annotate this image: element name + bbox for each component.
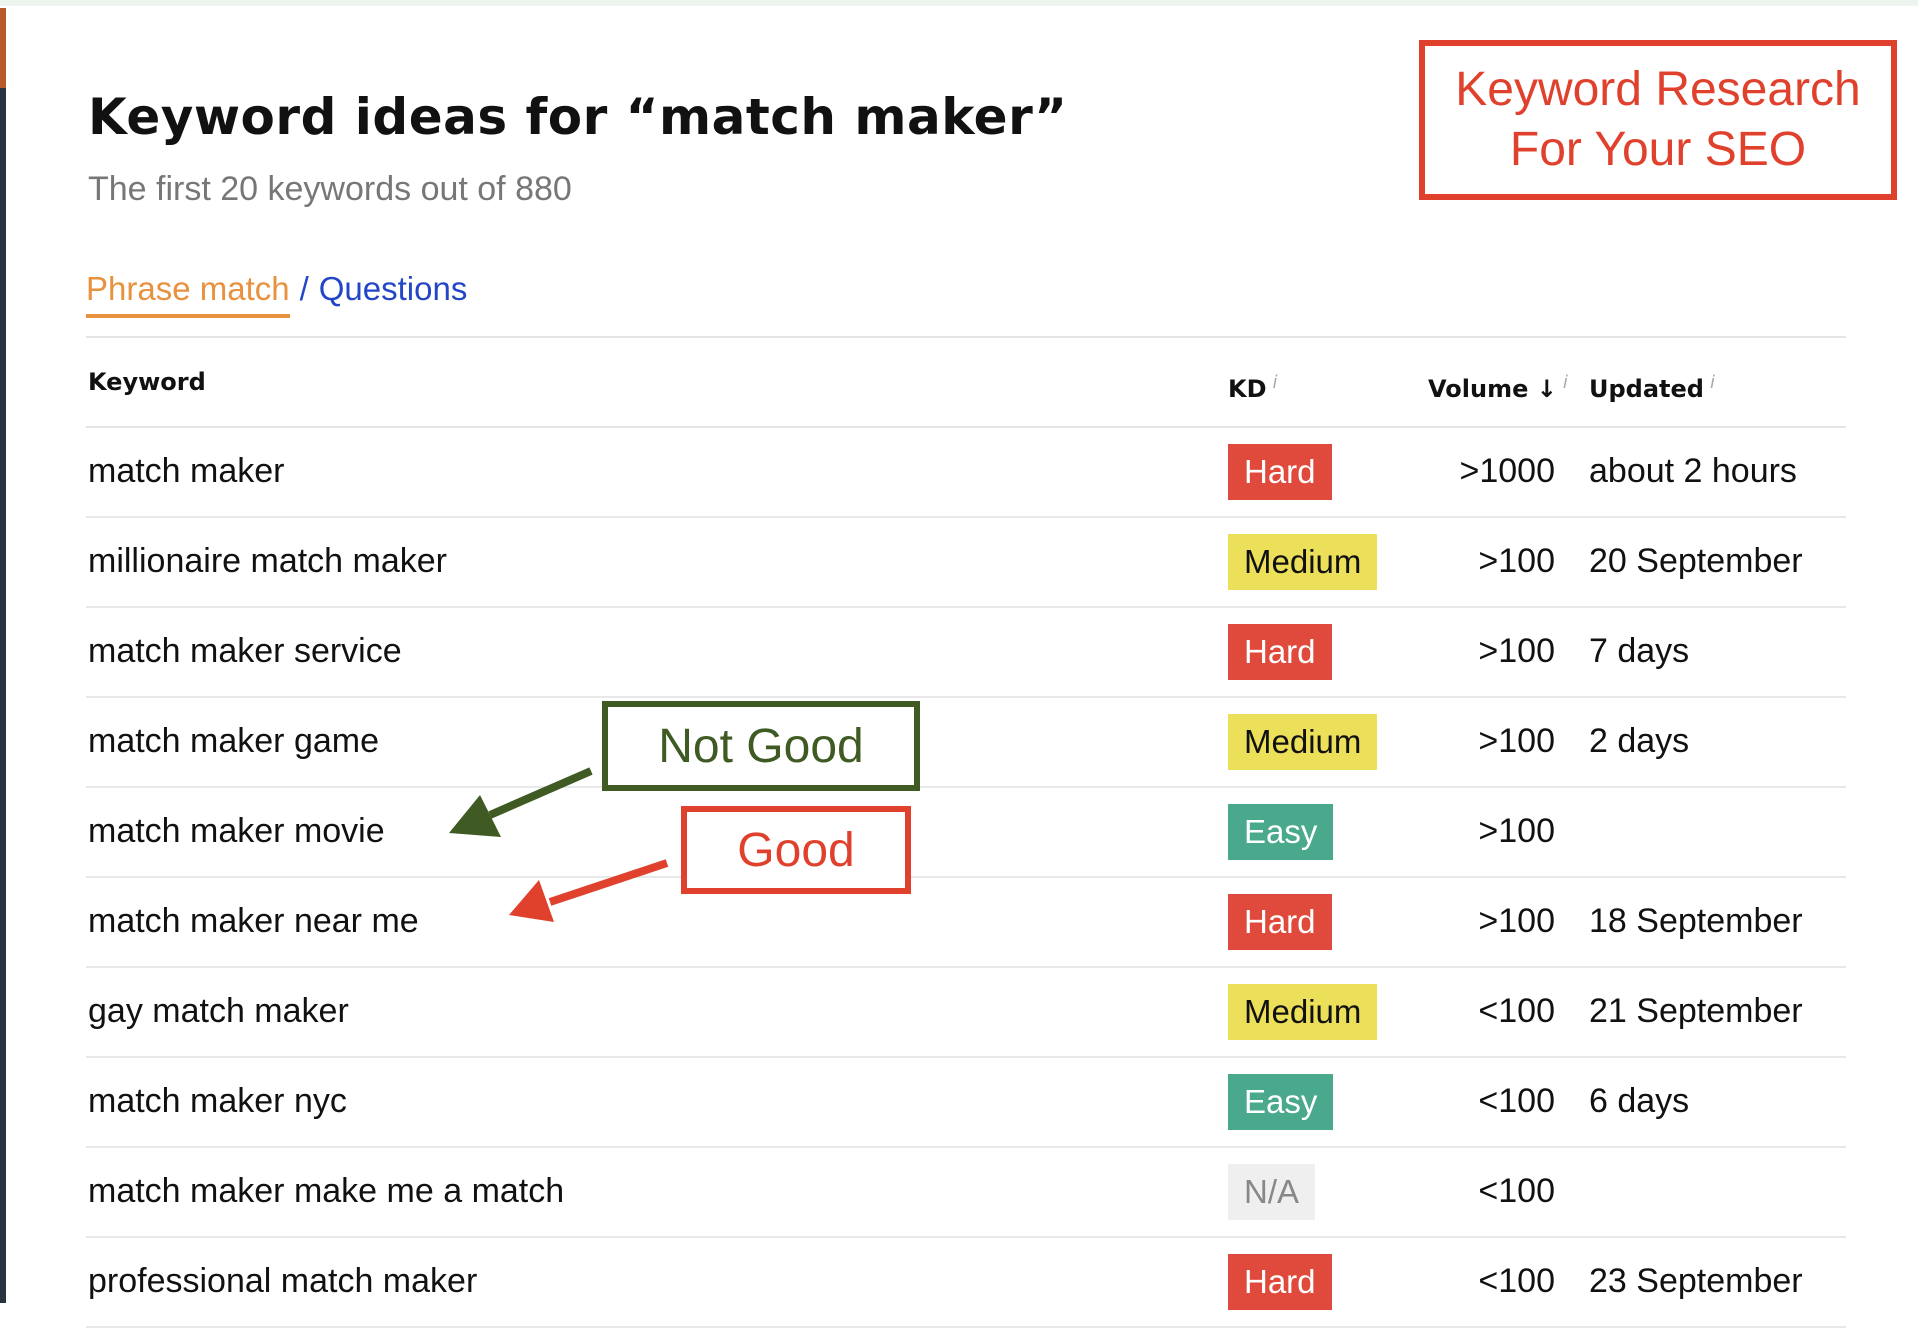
tab-separator: / bbox=[299, 270, 309, 307]
not-good-annotation-box: Not Good bbox=[602, 701, 920, 791]
tabs: Phrase match / Questions bbox=[86, 270, 467, 318]
keyword-cell[interactable]: match maker movie bbox=[88, 812, 385, 850]
keyword-cell[interactable]: millionaire match maker bbox=[88, 542, 447, 580]
volume-cell: >100 bbox=[1478, 542, 1555, 580]
page-subtitle: The first 20 keywords out of 880 bbox=[88, 170, 572, 208]
table-row[interactable]: match maker nyc Easy <100 6 days bbox=[86, 1058, 1846, 1148]
updated-cell: 20 September bbox=[1589, 542, 1803, 580]
volume-cell: <100 bbox=[1478, 992, 1555, 1030]
table-row[interactable]: professional match maker Hard <100 23 Septe… bbox=[86, 1238, 1846, 1328]
table-header: Keyword KD i Volume ↓ i Updated i bbox=[86, 340, 1846, 428]
table-row[interactable]: gay match maker Medium <100 21 September bbox=[86, 968, 1846, 1058]
divider bbox=[86, 336, 1846, 338]
updated-cell: 6 days bbox=[1589, 1082, 1690, 1120]
kd-badge: Hard bbox=[1228, 894, 1332, 950]
keyword-cell[interactable]: match maker game bbox=[88, 722, 379, 760]
column-kd[interactable]: KD i bbox=[1228, 372, 1278, 403]
table-row[interactable]: match maker movie Easy >100 bbox=[86, 788, 1846, 878]
green-arrow-icon bbox=[449, 767, 593, 837]
tab-phrase-match[interactable]: Phrase match bbox=[86, 270, 290, 318]
good-label: Good bbox=[737, 823, 855, 877]
tab-questions[interactable]: Questions bbox=[318, 270, 468, 307]
column-updated-label: Updated bbox=[1589, 375, 1704, 403]
table-row[interactable]: match maker Hard >1000 about 2 hours bbox=[86, 428, 1846, 518]
updated-cell: 18 September bbox=[1589, 902, 1803, 940]
info-icon[interactable]: i bbox=[1709, 372, 1715, 393]
kd-badge: Hard bbox=[1228, 444, 1332, 500]
table-row[interactable]: match maker service Hard >100 7 days bbox=[86, 608, 1846, 698]
top-border bbox=[0, 0, 1918, 6]
keyword-cell[interactable]: match maker near me bbox=[88, 902, 419, 940]
volume-cell: >100 bbox=[1478, 722, 1555, 760]
info-icon[interactable]: i bbox=[1272, 372, 1278, 393]
column-kd-label: KD bbox=[1228, 375, 1267, 403]
kd-badge: N/A bbox=[1228, 1164, 1316, 1220]
updated-cell: 21 September bbox=[1589, 992, 1803, 1030]
keyword-cell[interactable]: professional match maker bbox=[88, 1262, 478, 1300]
kd-badge: Hard bbox=[1228, 624, 1332, 680]
kd-badge: Easy bbox=[1228, 1074, 1334, 1130]
kd-badge: Medium bbox=[1228, 534, 1378, 590]
good-annotation-box: Good bbox=[681, 806, 911, 894]
updated-cell: 2 days bbox=[1589, 722, 1690, 760]
keyword-cell[interactable]: match maker bbox=[88, 452, 285, 490]
table-row[interactable]: match maker near me Hard >100 18 September bbox=[86, 878, 1846, 968]
volume-cell: <100 bbox=[1478, 1082, 1555, 1120]
volume-cell: <100 bbox=[1478, 1172, 1555, 1210]
updated-cell: 7 days bbox=[1589, 632, 1690, 670]
kd-badge: Medium bbox=[1228, 714, 1378, 770]
seo-annotation-box: Keyword Research For Your SEO bbox=[1419, 40, 1897, 200]
volume-cell: <100 bbox=[1478, 1262, 1555, 1300]
left-sidebar-edge bbox=[0, 8, 6, 1303]
table-row[interactable]: match maker game Medium >100 2 days bbox=[86, 698, 1846, 788]
keyword-cell[interactable]: match maker make me a match bbox=[88, 1172, 565, 1210]
keyword-cell[interactable]: match maker service bbox=[88, 632, 402, 670]
table-row[interactable]: match maker make me a match N/A <100 bbox=[86, 1148, 1846, 1238]
page-title: Keyword ideas for “match maker” bbox=[88, 88, 1068, 146]
volume-cell: >1000 bbox=[1459, 452, 1556, 490]
column-volume[interactable]: Volume ↓ i bbox=[1428, 372, 1568, 403]
updated-cell: about 2 hours bbox=[1589, 452, 1797, 490]
column-keyword[interactable]: Keyword bbox=[88, 368, 206, 396]
seo-annotation-line2: For Your SEO bbox=[1509, 123, 1807, 176]
kd-badge: Medium bbox=[1228, 984, 1378, 1040]
column-updated[interactable]: Updated i bbox=[1589, 372, 1715, 403]
table-row[interactable]: millionaire match maker Medium >100 20 Sept… bbox=[86, 518, 1846, 608]
volume-cell: >100 bbox=[1478, 812, 1555, 850]
keyword-cell[interactable]: match maker nyc bbox=[88, 1082, 347, 1120]
volume-cell: >100 bbox=[1478, 632, 1555, 670]
info-icon[interactable]: i bbox=[1562, 372, 1568, 393]
volume-cell: >100 bbox=[1478, 902, 1555, 940]
updated-cell: 23 September bbox=[1589, 1262, 1803, 1300]
red-arrow-icon bbox=[509, 859, 669, 922]
keyword-cell[interactable]: gay match maker bbox=[88, 992, 349, 1030]
seo-annotation-line1: Keyword Research bbox=[1455, 63, 1861, 116]
column-volume-label: Volume ↓ bbox=[1428, 375, 1557, 403]
kd-badge: Hard bbox=[1228, 1254, 1332, 1310]
kd-badge: Easy bbox=[1228, 804, 1334, 860]
not-good-label: Not Good bbox=[658, 719, 864, 773]
